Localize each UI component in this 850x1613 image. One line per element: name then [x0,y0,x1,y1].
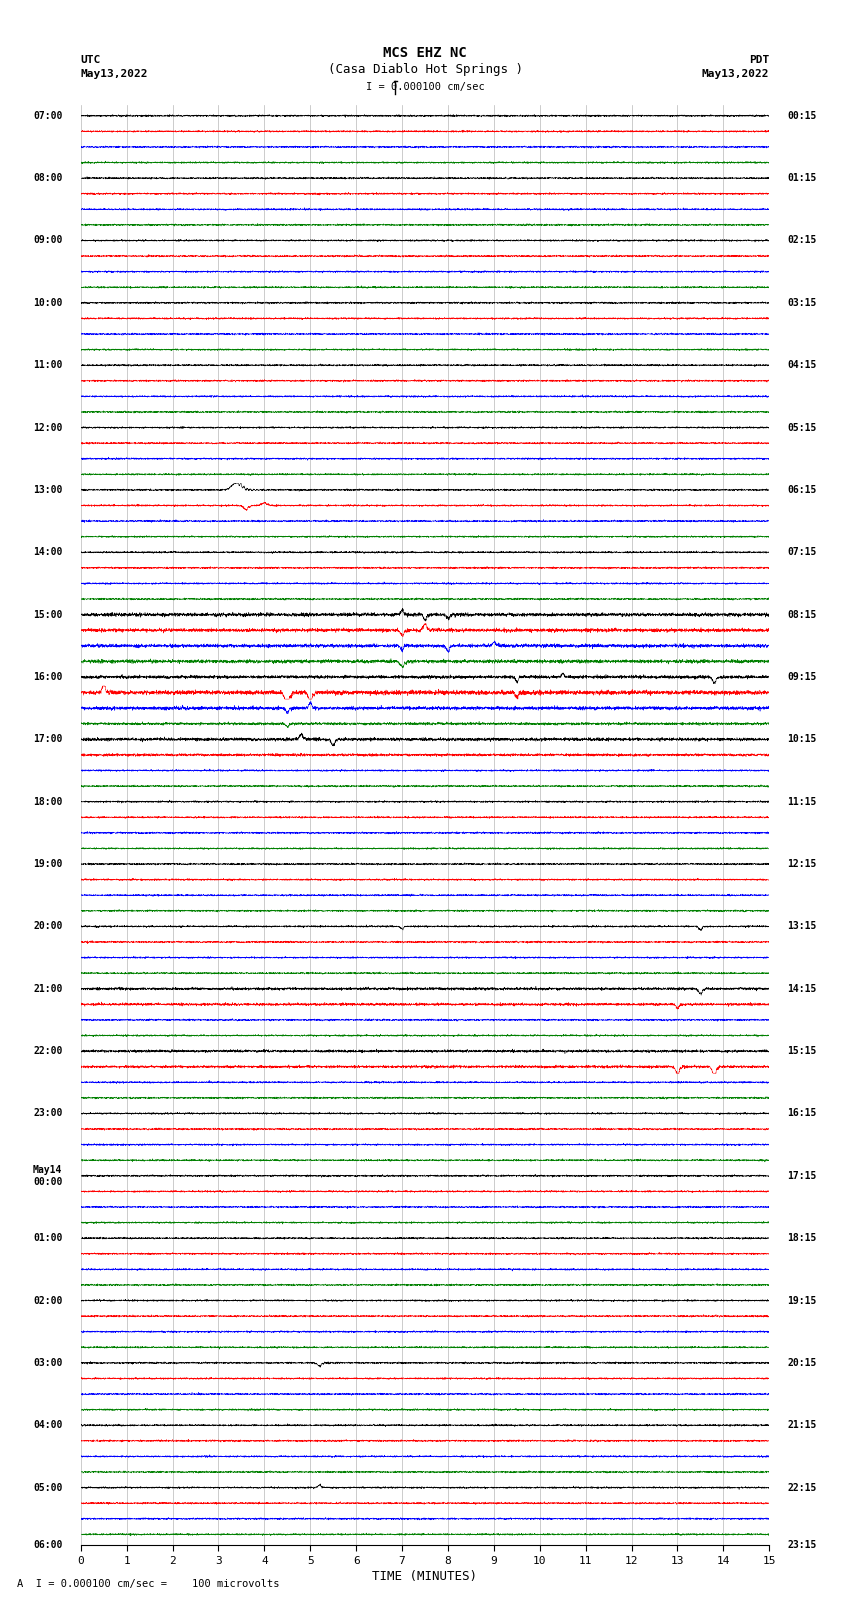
Text: 18:00: 18:00 [33,797,62,806]
Text: 11:15: 11:15 [788,797,817,806]
Text: 22:15: 22:15 [788,1482,817,1492]
Text: 13:15: 13:15 [788,921,817,931]
Text: I = 0.000100 cm/sec: I = 0.000100 cm/sec [366,82,484,92]
Text: 17:15: 17:15 [788,1171,817,1181]
Text: 10:00: 10:00 [33,298,62,308]
Text: 04:15: 04:15 [788,360,817,369]
Text: 22:00: 22:00 [33,1047,62,1057]
Text: PDT: PDT [749,55,769,65]
Text: 01:15: 01:15 [788,173,817,184]
Text: A  I = 0.000100 cm/sec =    100 microvolts: A I = 0.000100 cm/sec = 100 microvolts [17,1579,280,1589]
Text: 01:00: 01:00 [33,1234,62,1244]
Text: 06:00: 06:00 [33,1540,62,1550]
Text: 02:15: 02:15 [788,235,817,245]
Text: 03:00: 03:00 [33,1358,62,1368]
Text: 08:15: 08:15 [788,610,817,619]
Text: 09:15: 09:15 [788,673,817,682]
Text: 21:00: 21:00 [33,984,62,994]
Text: May14
00:00: May14 00:00 [33,1165,62,1187]
Text: 19:15: 19:15 [788,1295,817,1305]
Text: 03:15: 03:15 [788,298,817,308]
Text: 04:00: 04:00 [33,1419,62,1431]
Text: May13,2022: May13,2022 [702,69,769,79]
Text: 12:00: 12:00 [33,423,62,432]
Text: 06:15: 06:15 [788,486,817,495]
Text: 05:00: 05:00 [33,1482,62,1492]
Text: 18:15: 18:15 [788,1234,817,1244]
Text: 14:00: 14:00 [33,547,62,556]
Text: 15:00: 15:00 [33,610,62,619]
Text: (Casa Diablo Hot Springs ): (Casa Diablo Hot Springs ) [327,63,523,76]
Text: 11:00: 11:00 [33,360,62,369]
Text: MCS EHZ NC: MCS EHZ NC [383,47,467,60]
Text: 20:00: 20:00 [33,921,62,931]
Text: 09:00: 09:00 [33,235,62,245]
Text: 13:00: 13:00 [33,486,62,495]
Text: 10:15: 10:15 [788,734,817,744]
Text: 16:00: 16:00 [33,673,62,682]
Text: 15:15: 15:15 [788,1047,817,1057]
X-axis label: TIME (MINUTES): TIME (MINUTES) [372,1569,478,1582]
Text: 16:15: 16:15 [788,1108,817,1118]
Text: 07:00: 07:00 [33,111,62,121]
Text: 21:15: 21:15 [788,1419,817,1431]
Text: UTC: UTC [81,55,101,65]
Text: 19:00: 19:00 [33,860,62,869]
Text: 14:15: 14:15 [788,984,817,994]
Text: 02:00: 02:00 [33,1295,62,1305]
Text: 23:15: 23:15 [788,1540,817,1550]
Text: 23:00: 23:00 [33,1108,62,1118]
Text: 05:15: 05:15 [788,423,817,432]
Text: May13,2022: May13,2022 [81,69,148,79]
Text: 07:15: 07:15 [788,547,817,556]
Text: 20:15: 20:15 [788,1358,817,1368]
Text: 17:00: 17:00 [33,734,62,744]
Text: 00:15: 00:15 [788,111,817,121]
Text: 12:15: 12:15 [788,860,817,869]
Text: 08:00: 08:00 [33,173,62,184]
